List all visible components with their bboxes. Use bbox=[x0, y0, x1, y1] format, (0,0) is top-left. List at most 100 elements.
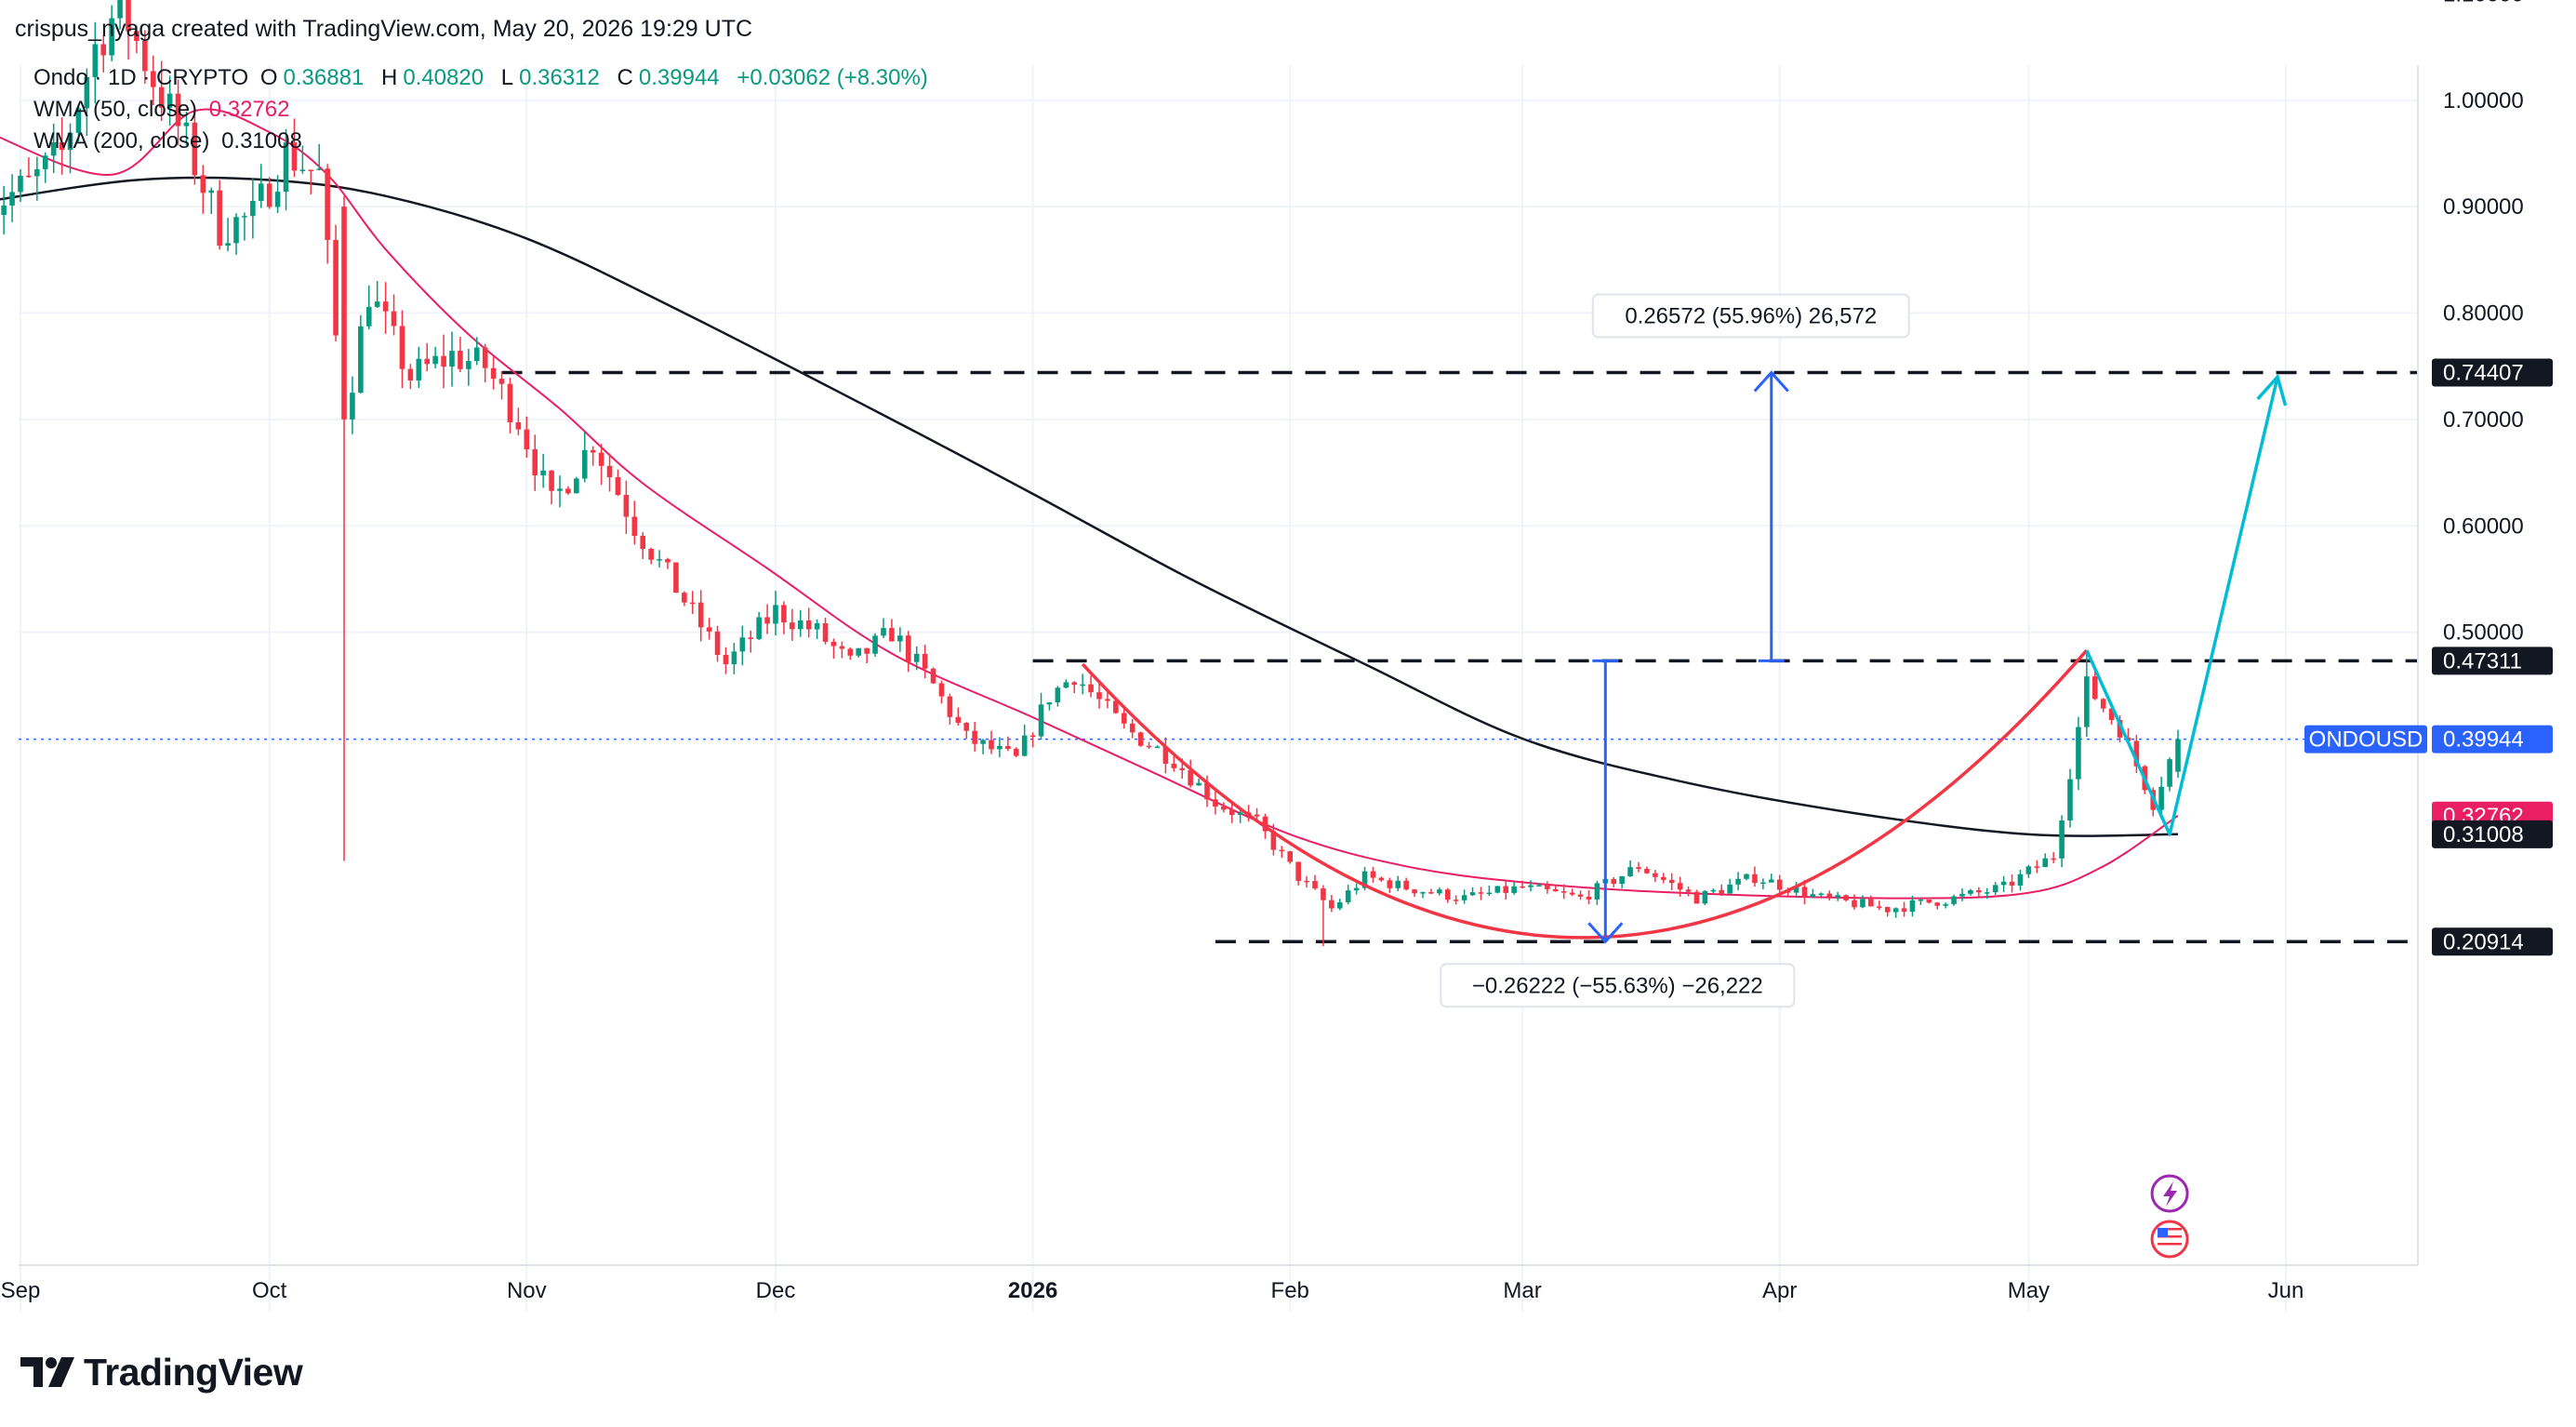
level-badge-bg bbox=[2432, 927, 2553, 956]
candle bbox=[797, 609, 803, 637]
candle bbox=[515, 407, 522, 435]
candle bbox=[1818, 892, 1825, 897]
candle bbox=[1943, 902, 1948, 909]
legend-ohlc[interactable]: Ondo · 1D · CRYPTO O 0.36881 H 0.40820 L 0.… bbox=[33, 65, 934, 91]
candle bbox=[1329, 895, 1334, 913]
candle bbox=[399, 310, 405, 389]
candle-body bbox=[158, 87, 165, 108]
candle-body bbox=[1287, 851, 1294, 862]
candle bbox=[731, 642, 737, 674]
candle bbox=[299, 145, 306, 174]
candle-body bbox=[316, 168, 323, 170]
candle-body bbox=[615, 476, 621, 496]
candle bbox=[67, 123, 73, 174]
candle bbox=[1577, 890, 1584, 900]
candle-body bbox=[1536, 885, 1542, 887]
candle-body bbox=[382, 301, 389, 312]
cup-curve bbox=[1081, 648, 2089, 940]
candle-body bbox=[1321, 888, 1326, 900]
candle-body bbox=[1336, 901, 1343, 909]
candle bbox=[623, 480, 630, 535]
candle-body bbox=[473, 347, 480, 362]
tradingview-logo-text: TradingView bbox=[84, 1351, 303, 1394]
candle-body bbox=[1968, 890, 1973, 894]
event-markers[interactable] bbox=[2150, 1174, 2189, 1259]
candle bbox=[814, 619, 820, 640]
candle bbox=[872, 633, 878, 657]
candle-body bbox=[1876, 906, 1882, 908]
candle bbox=[1560, 884, 1567, 900]
wma200-value: 0.31008 bbox=[221, 128, 302, 153]
candle-body bbox=[706, 627, 712, 632]
candle-body bbox=[1137, 732, 1144, 746]
candle-body bbox=[1005, 745, 1011, 750]
candle bbox=[997, 737, 1003, 758]
tradingview-logo[interactable]: TradingView bbox=[20, 1351, 303, 1394]
candle-body bbox=[1693, 891, 1700, 904]
candle bbox=[274, 175, 281, 214]
candle-body bbox=[581, 449, 588, 479]
legend-wma200[interactable]: WMA (200, close) 0.31008 bbox=[33, 128, 308, 154]
candle bbox=[1005, 736, 1011, 752]
candle bbox=[1528, 880, 1534, 892]
candle-body bbox=[657, 559, 662, 561]
legend-wma50[interactable]: WMA (50, close) 0.32762 bbox=[33, 97, 295, 123]
candle-body bbox=[1752, 874, 1758, 884]
candle-body bbox=[1237, 812, 1243, 815]
candle-body bbox=[1088, 684, 1094, 693]
candle-body bbox=[507, 383, 513, 422]
candle bbox=[416, 346, 422, 389]
candle bbox=[1321, 885, 1326, 947]
candle bbox=[242, 212, 247, 241]
axes: 1.200001.100001.000000.900000.800000.700… bbox=[1, 0, 2524, 1303]
candle-body bbox=[822, 623, 829, 642]
lightning-icon[interactable] bbox=[2150, 1174, 2189, 1213]
candle-body bbox=[1228, 809, 1235, 815]
wma200-line bbox=[0, 176, 2179, 837]
candle bbox=[1029, 732, 1036, 748]
candle bbox=[2067, 768, 2073, 828]
candle bbox=[9, 174, 15, 222]
candle-body bbox=[1395, 880, 1401, 888]
candle-body bbox=[1213, 799, 1218, 807]
candle-body bbox=[233, 217, 239, 244]
wma50-label[interactable]: WMA (50, close) bbox=[33, 97, 198, 122]
candle bbox=[1768, 874, 1774, 883]
candle bbox=[1959, 888, 1965, 901]
candle bbox=[1984, 887, 1990, 900]
candle-body bbox=[1029, 735, 1036, 738]
candle-body bbox=[1810, 894, 1816, 898]
symbol-label[interactable]: Ondo · 1D · CRYPTO bbox=[33, 65, 249, 90]
close-value: 0.39944 bbox=[638, 65, 720, 90]
candle-body bbox=[847, 648, 854, 656]
wma200-label[interactable]: WMA (200, close) bbox=[33, 128, 210, 153]
candle bbox=[756, 611, 762, 641]
candle bbox=[1494, 886, 1501, 894]
candle-body bbox=[756, 617, 762, 639]
candle-body bbox=[192, 122, 198, 176]
candle-body bbox=[640, 535, 646, 550]
wma200-badge: 0.31008 bbox=[2443, 822, 2524, 847]
candle-body bbox=[291, 142, 298, 171]
candle-body bbox=[1959, 893, 1965, 897]
candle bbox=[1270, 823, 1277, 856]
candle-body bbox=[1586, 896, 1592, 900]
change-value: +0.03062 (+8.30%) bbox=[737, 65, 928, 90]
candle bbox=[208, 187, 215, 215]
candle bbox=[1860, 895, 1866, 909]
candle-body bbox=[2076, 727, 2081, 780]
candle bbox=[1660, 873, 1666, 884]
candle bbox=[881, 618, 886, 639]
candle-body bbox=[126, 0, 131, 32]
candle bbox=[350, 376, 355, 434]
candle-body bbox=[449, 351, 455, 367]
candle bbox=[1926, 899, 1932, 904]
candle-body bbox=[1295, 861, 1301, 881]
flag-us-icon[interactable] bbox=[2150, 1220, 2189, 1259]
candle-body bbox=[2108, 708, 2115, 720]
candle-body bbox=[1685, 889, 1692, 892]
candle-body bbox=[897, 635, 903, 642]
candle bbox=[1254, 807, 1260, 820]
candle bbox=[1901, 901, 1907, 917]
